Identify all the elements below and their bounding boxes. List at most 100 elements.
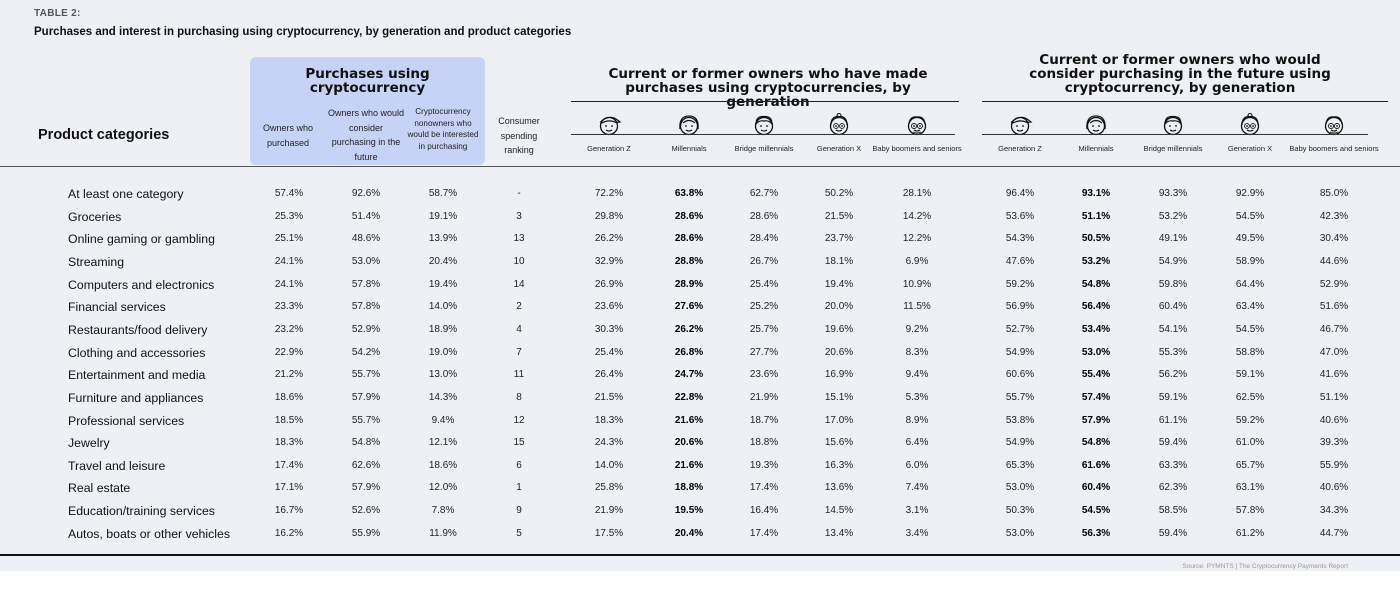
made-cell: 11.5% <box>903 301 931 313</box>
consider-cell: 44.6% <box>1319 255 1349 267</box>
made-cell: 8.3% <box>905 346 929 358</box>
purchase-cell: 16.2% <box>274 527 304 539</box>
consider-cell: 49.5% <box>1235 233 1265 245</box>
millennials-face-icon <box>1083 112 1109 143</box>
made-cell: 26.2% <box>594 233 624 245</box>
table-panel <box>0 0 1400 571</box>
ranking-cell: 6 <box>516 459 522 471</box>
made-cell: 26.8% <box>674 346 704 358</box>
made-cell: 63.8% <box>674 188 704 199</box>
baby-boomers-face-icon <box>904 112 930 143</box>
row-label: Online gaming or gambling <box>68 232 215 247</box>
purchase-cell: 57.8% <box>351 301 381 313</box>
consider-cell: 61.2% <box>1235 527 1265 539</box>
made-cell: 28.8% <box>674 255 704 267</box>
made-cell: 3.1% <box>905 505 929 517</box>
made-cell: 26.7% <box>749 255 779 267</box>
consider-cell: 47.0% <box>1319 346 1349 358</box>
row-label: Groceries <box>68 209 122 224</box>
purchase-cell: 23.2% <box>274 323 304 335</box>
made-cell: 21.6% <box>674 459 704 471</box>
made-cell: 17.0% <box>824 414 854 426</box>
consider-cell: 63.4% <box>1235 301 1265 313</box>
purchase-cell: 55.9% <box>351 527 381 539</box>
consider-cell: 47.6% <box>1005 255 1035 267</box>
made-cell: 18.7% <box>749 414 779 426</box>
consider-cell: 57.4% <box>1081 391 1111 403</box>
ranking-cell: 9 <box>516 505 522 517</box>
consider-generation-label: Bridge millennials <box>1143 144 1203 153</box>
owners-would-consider-header: Owners who would consider purchasing in … <box>327 108 405 162</box>
purchase-cell: 21.2% <box>274 369 304 381</box>
consider-cell: 53.2% <box>1081 255 1111 267</box>
consider-cell: 54.9% <box>1005 346 1035 358</box>
purchase-cell: 14.0% <box>428 301 458 313</box>
consider-cell: 54.5% <box>1235 323 1265 335</box>
made-cell: 25.7% <box>749 323 779 335</box>
made-cell: 26.9% <box>594 278 624 290</box>
made-cell: 6.4% <box>905 437 929 449</box>
consider-cell: 59.2% <box>1235 414 1265 426</box>
made-cell: 18.1% <box>824 255 854 267</box>
consider-cell: 57.8% <box>1235 505 1265 517</box>
row-label: Education/training services <box>68 504 215 519</box>
purchase-cell: 52.6% <box>351 505 381 517</box>
made-cell: 28.4% <box>749 233 779 245</box>
made-cell: 21.5% <box>824 210 854 222</box>
purchase-cell: 12.0% <box>428 482 458 494</box>
made-cell: 21.9% <box>749 391 779 403</box>
made-icons-rule <box>571 134 955 135</box>
consider-cell: 61.1% <box>1158 414 1188 426</box>
purchase-cell: 9.4% <box>431 414 455 426</box>
purchase-cell: 12.1% <box>428 437 458 449</box>
purchase-cell: 18.5% <box>274 414 304 426</box>
purchase-cell: 17.1% <box>274 482 304 494</box>
made-cell: 6.0% <box>905 459 929 471</box>
header-divider <box>0 166 1400 167</box>
ranking-cell: 11 <box>513 369 525 381</box>
made-cell: 18.8% <box>674 482 704 494</box>
consider-cell: 55.7% <box>1005 391 1035 403</box>
made-cell: 24.3% <box>594 437 624 449</box>
consider-cell: 85.0% <box>1319 188 1349 199</box>
made-cell: 16.9% <box>824 369 854 381</box>
purchase-cell: 18.6% <box>274 391 304 403</box>
consider-cell: 60.4% <box>1158 301 1188 313</box>
generation-z-face-icon <box>1007 112 1033 143</box>
made-cell: 17.4% <box>749 482 779 494</box>
made-cell: 19.4% <box>824 278 854 290</box>
source-note: Source: PYMNTS | The Cryptocurrency Paym… <box>1182 563 1348 570</box>
consider-cell: 54.9% <box>1005 437 1035 449</box>
consider-cell: 92.9% <box>1235 188 1265 199</box>
purchase-cell: 54.8% <box>351 437 381 449</box>
made-cell: 15.6% <box>824 437 854 449</box>
consider-cell: 53.2% <box>1158 210 1188 222</box>
ranking-cell: 4 <box>516 323 522 335</box>
made-generation-label: Millennials <box>671 144 707 153</box>
purchase-cell: 13.9% <box>428 233 458 245</box>
purchase-cell: 53.0% <box>351 255 381 267</box>
consider-cell: 59.4% <box>1158 437 1188 449</box>
consider-cell: 93.3% <box>1158 188 1188 199</box>
consider-cell: 61.6% <box>1081 459 1111 471</box>
consider-cell: 49.1% <box>1158 233 1188 245</box>
purchase-cell: 57.8% <box>351 278 381 290</box>
made-cell: 25.4% <box>749 278 779 290</box>
purchase-cell: 55.7% <box>351 414 381 426</box>
made-group-rule <box>571 101 959 102</box>
footer-strip <box>0 571 1400 593</box>
purchase-cell: 18.3% <box>274 437 304 449</box>
consider-cell: 65.3% <box>1005 459 1035 471</box>
row-label: Financial services <box>68 300 166 315</box>
purchase-cell: 18.6% <box>428 459 458 471</box>
purchase-cell: 58.7% <box>428 188 458 199</box>
made-generation-label: Baby boomers and seniors <box>872 144 962 153</box>
consider-purchasing-group-header: Current or former owners who would consi… <box>1029 52 1331 96</box>
consider-cell: 50.3% <box>1005 505 1035 517</box>
made-cell: 30.3% <box>594 323 624 335</box>
consider-cell: 56.3% <box>1081 527 1111 539</box>
made-cell: 19.5% <box>674 505 704 517</box>
made-cell: 24.7% <box>674 369 704 381</box>
purchase-cell: 92.6% <box>351 188 381 199</box>
consider-cell: 44.7% <box>1319 527 1349 539</box>
